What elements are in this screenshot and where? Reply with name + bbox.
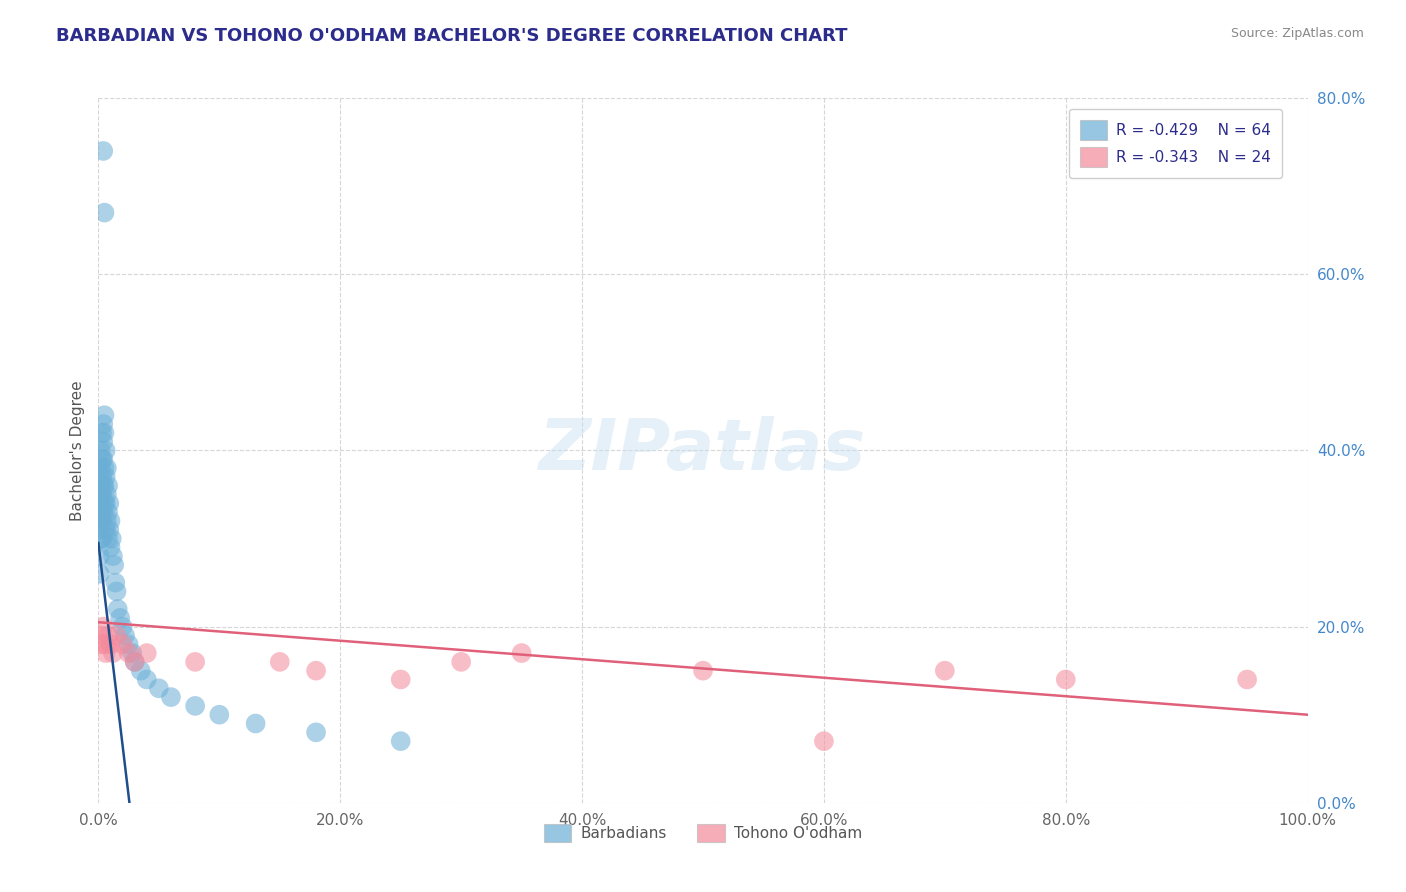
Point — [111, 637, 134, 651]
Point — [91, 514, 114, 528]
Point — [105, 584, 128, 599]
Point — [103, 558, 125, 572]
Point — [90, 628, 112, 642]
Point — [96, 514, 118, 528]
Point — [148, 681, 170, 696]
Point — [1236, 673, 1258, 687]
Point — [105, 628, 128, 642]
Point — [91, 470, 114, 484]
Point — [510, 646, 533, 660]
Point — [91, 487, 114, 501]
Point — [208, 707, 231, 722]
Point — [93, 408, 115, 422]
Point — [184, 655, 207, 669]
Point — [94, 646, 117, 660]
Point — [129, 664, 152, 678]
Point — [94, 443, 117, 458]
Point — [269, 655, 291, 669]
Point — [91, 452, 114, 467]
Point — [90, 532, 112, 546]
Text: Source: ZipAtlas.com: Source: ZipAtlas.com — [1230, 27, 1364, 40]
Point — [91, 478, 114, 492]
Point — [89, 487, 111, 501]
Point — [93, 205, 115, 219]
Point — [90, 514, 112, 528]
Point — [135, 646, 157, 660]
Point — [89, 505, 111, 519]
Point — [89, 523, 111, 537]
Point — [93, 496, 115, 510]
Point — [97, 532, 120, 546]
Text: BARBADIAN VS TOHONO O'ODHAM BACHELOR'S DEGREE CORRELATION CHART: BARBADIAN VS TOHONO O'ODHAM BACHELOR'S D… — [56, 27, 848, 45]
Point — [107, 602, 129, 616]
Point — [692, 664, 714, 678]
Point — [813, 734, 835, 748]
Point — [118, 637, 141, 651]
Point — [97, 628, 120, 642]
Point — [90, 461, 112, 475]
Point — [101, 646, 124, 660]
Point — [135, 673, 157, 687]
Point — [90, 478, 112, 492]
Point — [114, 628, 136, 642]
Point — [245, 716, 267, 731]
Legend: Barbadians, Tohono O'odham: Barbadians, Tohono O'odham — [537, 818, 869, 848]
Point — [89, 566, 111, 581]
Point — [98, 523, 121, 537]
Point — [100, 637, 122, 651]
Point — [91, 505, 114, 519]
Point — [101, 549, 124, 564]
Point — [934, 664, 956, 678]
Point — [98, 496, 121, 510]
Point — [111, 619, 134, 633]
Point — [121, 646, 143, 660]
Point — [89, 549, 111, 564]
Point — [96, 461, 118, 475]
Point — [91, 637, 114, 651]
Point — [100, 532, 122, 546]
Point — [305, 725, 328, 739]
Point — [124, 655, 146, 669]
Point — [91, 425, 114, 440]
Point — [93, 461, 115, 475]
Point — [91, 532, 114, 546]
Point — [450, 655, 472, 669]
Point — [389, 734, 412, 748]
Point — [90, 496, 112, 510]
Point — [91, 434, 114, 449]
Point — [389, 673, 412, 687]
Point — [100, 541, 122, 555]
Point — [93, 425, 115, 440]
Point — [100, 514, 122, 528]
Point — [305, 664, 328, 678]
Point — [90, 443, 112, 458]
Point — [1054, 673, 1077, 687]
Point — [93, 478, 115, 492]
Point — [160, 690, 183, 705]
Text: ZIPatlas: ZIPatlas — [540, 416, 866, 485]
Point — [104, 575, 127, 590]
Point — [184, 698, 207, 713]
Point — [91, 619, 114, 633]
Point — [97, 478, 120, 492]
Point — [124, 655, 146, 669]
Point — [94, 523, 117, 537]
Point — [91, 144, 114, 158]
Point — [94, 496, 117, 510]
Point — [93, 637, 115, 651]
Point — [118, 646, 141, 660]
Y-axis label: Bachelor's Degree: Bachelor's Degree — [69, 380, 84, 521]
Point — [96, 487, 118, 501]
Point — [97, 505, 120, 519]
Point — [91, 417, 114, 431]
Point — [91, 452, 114, 467]
Point — [108, 611, 131, 625]
Point — [94, 470, 117, 484]
